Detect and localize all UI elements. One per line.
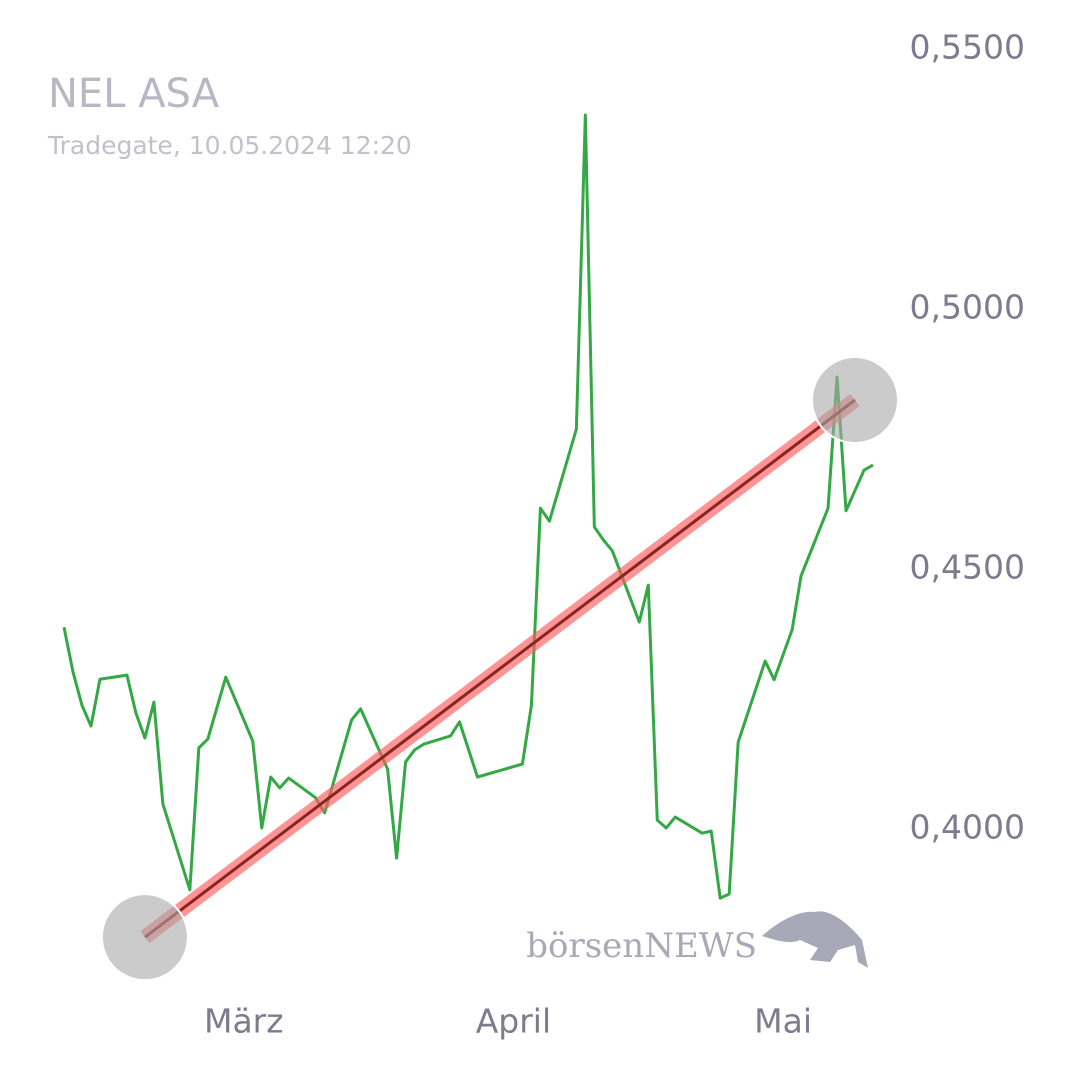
- y-tick-label: 0,4500: [910, 548, 1025, 587]
- price-line: [62, 113, 874, 900]
- bull-logo: [762, 911, 868, 968]
- watermark: börsenNEWS: [526, 926, 757, 966]
- plot-area: 0,5500 0,5000 0,4500 0,4000 März April Mai: [62, 28, 1025, 1041]
- x-tick-label: April: [476, 1002, 551, 1041]
- y-tick-label: 0,4000: [910, 808, 1025, 847]
- chart-title: NEL ASA: [48, 71, 220, 117]
- y-tick-label: 0,5500: [910, 28, 1025, 67]
- y-tick-label: 0,5000: [910, 288, 1025, 327]
- chart-subtitle: Tradegate, 10.05.2024 12:20: [47, 131, 412, 160]
- trendline: [143, 398, 856, 939]
- trend-endpoint: [811, 356, 900, 444]
- x-tick-label: März: [204, 1002, 284, 1041]
- x-tick-label: Mai: [754, 1002, 812, 1041]
- trend-endpoint: [100, 893, 189, 982]
